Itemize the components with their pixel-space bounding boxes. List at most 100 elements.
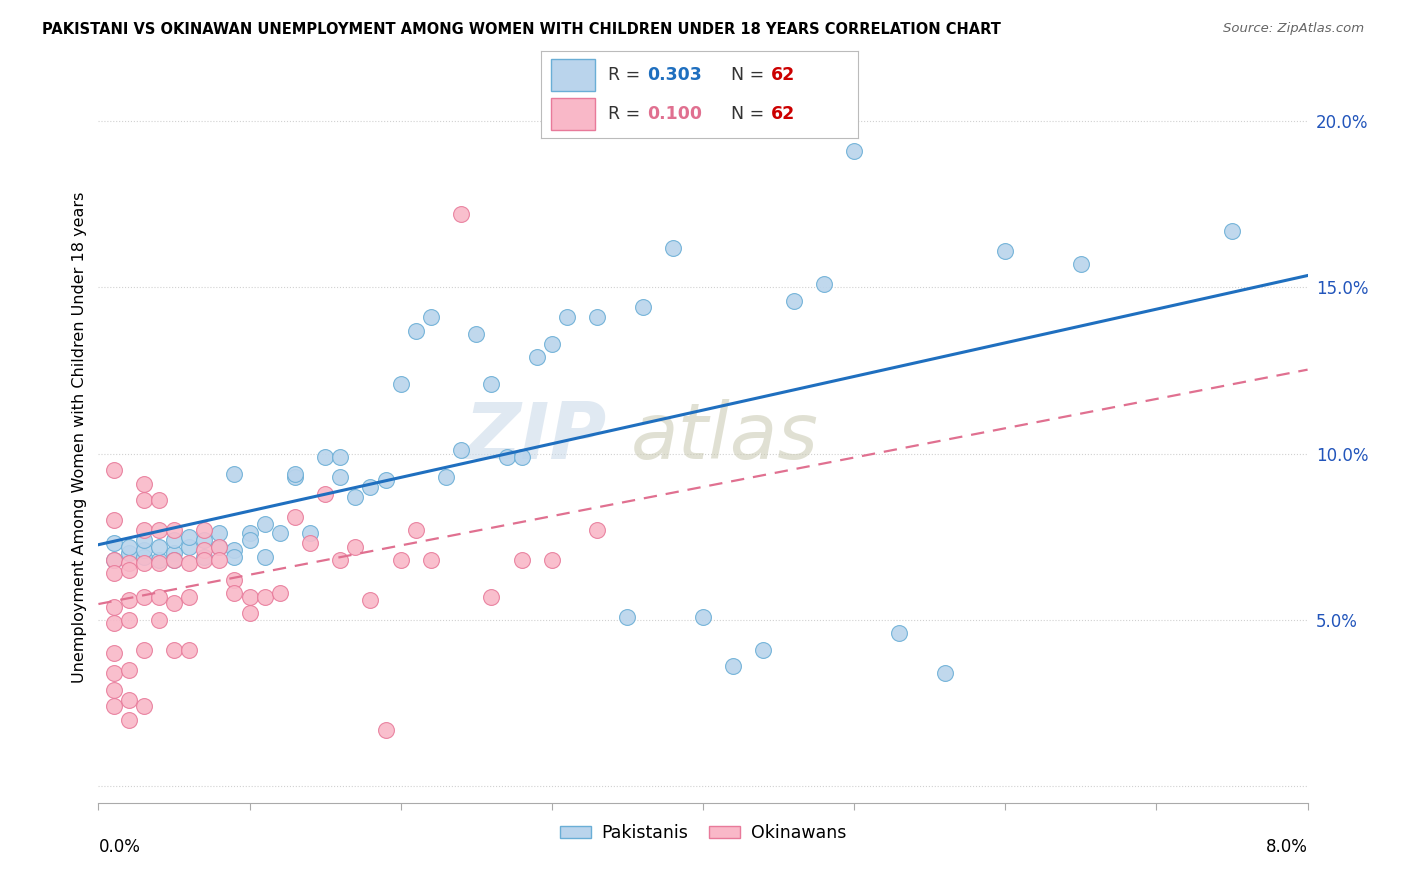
Point bbox=[118, 663, 141, 677]
Point bbox=[239, 607, 262, 621]
Point bbox=[118, 563, 141, 577]
Text: 0.100: 0.100 bbox=[647, 105, 702, 123]
Point bbox=[103, 616, 125, 631]
Point bbox=[253, 549, 276, 564]
Point bbox=[132, 643, 155, 657]
Point bbox=[661, 241, 683, 255]
Text: 0.0%: 0.0% bbox=[98, 838, 141, 856]
Point bbox=[118, 613, 141, 627]
Point bbox=[208, 540, 231, 554]
Point bbox=[481, 376, 503, 391]
Point bbox=[148, 557, 170, 571]
Text: PAKISTANI VS OKINAWAN UNEMPLOYMENT AMONG WOMEN WITH CHILDREN UNDER 18 YEARS CORR: PAKISTANI VS OKINAWAN UNEMPLOYMENT AMONG… bbox=[42, 22, 1001, 37]
Point bbox=[450, 443, 472, 458]
Point bbox=[224, 573, 246, 587]
Point bbox=[465, 326, 488, 341]
Point bbox=[540, 553, 562, 567]
Point bbox=[692, 609, 714, 624]
Point bbox=[253, 590, 276, 604]
Point bbox=[1220, 224, 1243, 238]
Point bbox=[329, 450, 352, 464]
Point bbox=[224, 467, 246, 481]
Point bbox=[208, 553, 231, 567]
Point bbox=[510, 450, 533, 464]
Point bbox=[813, 277, 835, 292]
Point bbox=[344, 490, 367, 504]
Point bbox=[405, 324, 427, 338]
Point bbox=[179, 557, 201, 571]
Point bbox=[132, 543, 155, 558]
Point bbox=[103, 463, 125, 477]
Point bbox=[555, 310, 578, 325]
Point bbox=[329, 470, 352, 484]
Point bbox=[723, 659, 745, 673]
Point bbox=[179, 643, 201, 657]
Point bbox=[118, 593, 141, 607]
Point bbox=[163, 523, 186, 537]
Point bbox=[299, 526, 322, 541]
Point bbox=[224, 586, 246, 600]
Point bbox=[616, 609, 638, 624]
Point bbox=[132, 590, 155, 604]
Point bbox=[132, 549, 155, 564]
Text: 62: 62 bbox=[770, 105, 794, 123]
Point bbox=[344, 540, 367, 554]
Point bbox=[132, 523, 155, 537]
Point bbox=[631, 301, 654, 315]
Point bbox=[163, 553, 186, 567]
Point bbox=[103, 536, 125, 550]
Point bbox=[118, 546, 141, 560]
Point bbox=[1070, 257, 1092, 271]
Point bbox=[360, 480, 382, 494]
Point bbox=[148, 613, 170, 627]
FancyBboxPatch shape bbox=[551, 98, 595, 130]
Point bbox=[132, 476, 155, 491]
Point bbox=[586, 310, 609, 325]
Point bbox=[132, 557, 155, 571]
Point bbox=[208, 526, 231, 541]
Point bbox=[934, 666, 956, 681]
Text: ZIP: ZIP bbox=[464, 399, 606, 475]
Point bbox=[224, 549, 246, 564]
Point bbox=[269, 586, 291, 600]
Point bbox=[420, 553, 443, 567]
Point bbox=[193, 523, 215, 537]
Point bbox=[148, 523, 170, 537]
Point bbox=[103, 646, 125, 660]
Point bbox=[314, 486, 336, 500]
Point bbox=[481, 590, 503, 604]
Point bbox=[374, 723, 396, 737]
Text: 62: 62 bbox=[770, 66, 794, 84]
Point bbox=[994, 244, 1017, 258]
Point bbox=[118, 557, 141, 571]
Point bbox=[329, 553, 352, 567]
Point bbox=[526, 351, 548, 365]
Point bbox=[132, 533, 155, 548]
Point bbox=[495, 450, 517, 464]
Point bbox=[179, 540, 201, 554]
Point bbox=[103, 599, 125, 614]
Point bbox=[360, 593, 382, 607]
Point bbox=[510, 553, 533, 567]
Point bbox=[224, 543, 246, 558]
Point bbox=[103, 682, 125, 697]
Point bbox=[118, 540, 141, 554]
Point bbox=[193, 543, 215, 558]
Point bbox=[103, 513, 125, 527]
Point bbox=[389, 553, 412, 567]
Point bbox=[284, 467, 307, 481]
FancyBboxPatch shape bbox=[551, 59, 595, 91]
Point bbox=[193, 553, 215, 567]
Text: Source: ZipAtlas.com: Source: ZipAtlas.com bbox=[1223, 22, 1364, 36]
Point bbox=[389, 376, 412, 391]
Point bbox=[193, 549, 215, 564]
Point bbox=[253, 516, 276, 531]
Point bbox=[163, 553, 186, 567]
Point bbox=[239, 533, 262, 548]
Point bbox=[208, 540, 231, 554]
Point bbox=[103, 553, 125, 567]
Point bbox=[450, 207, 472, 221]
Point bbox=[118, 713, 141, 727]
Legend: Pakistanis, Okinawans: Pakistanis, Okinawans bbox=[553, 817, 853, 849]
Point bbox=[314, 450, 336, 464]
